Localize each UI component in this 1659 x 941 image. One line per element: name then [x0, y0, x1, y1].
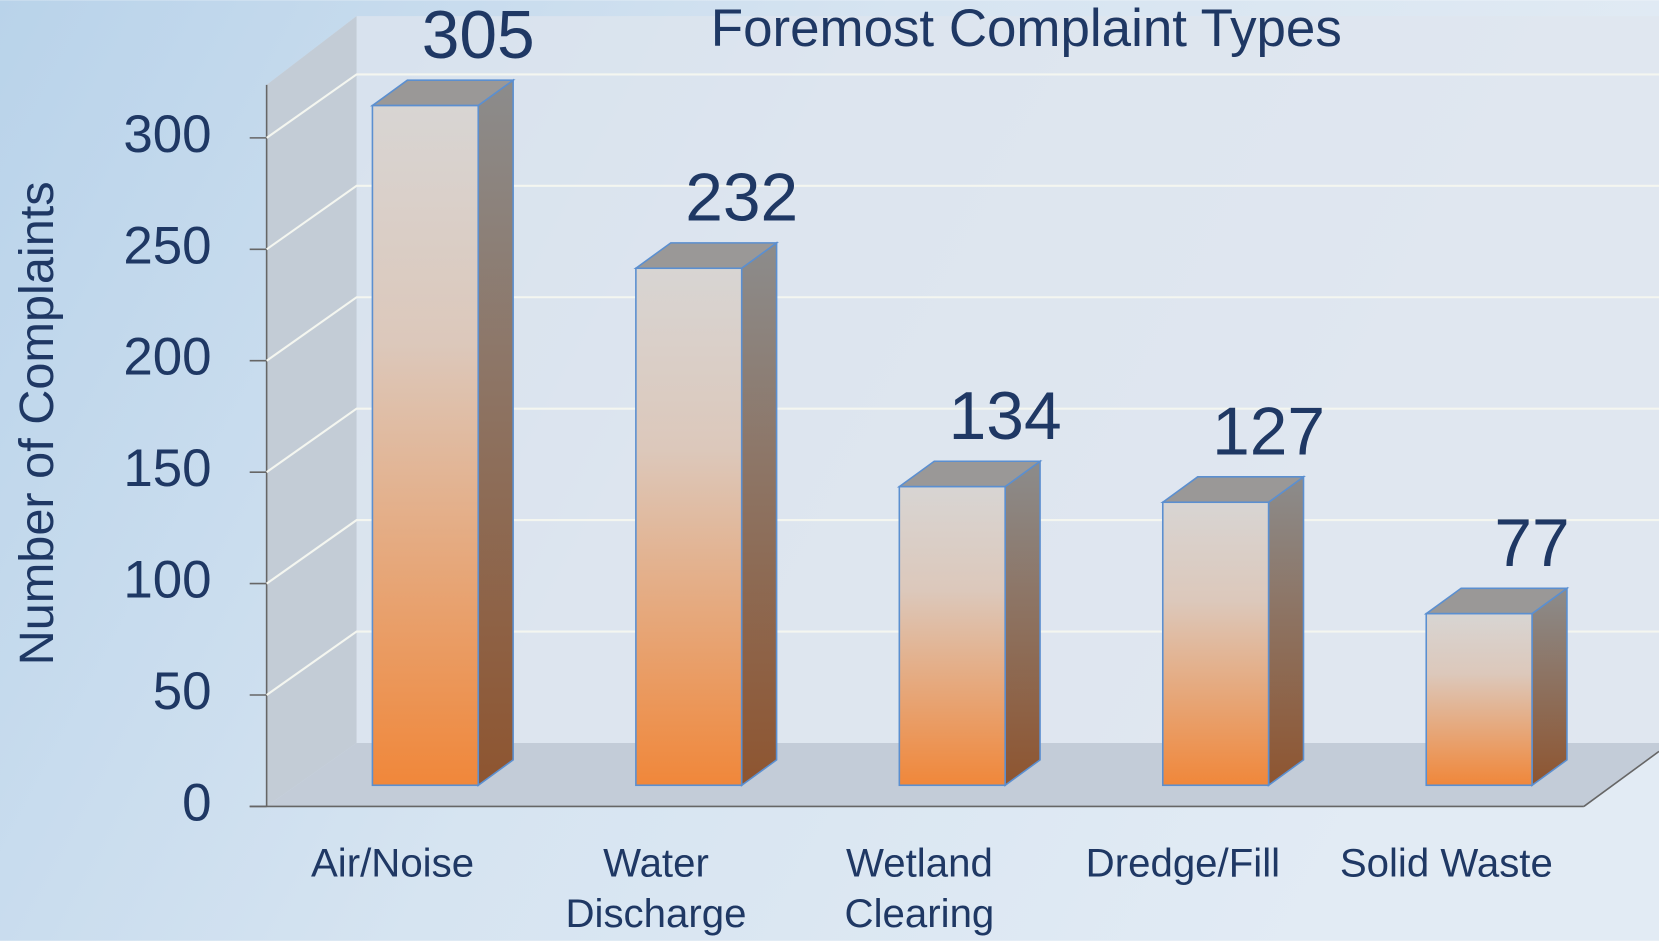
bar	[369, 78, 516, 787]
value-label: 77	[1494, 506, 1569, 581]
x-tick-label-box: Air/Noise	[310, 841, 475, 886]
y-tick-label: 50	[153, 662, 212, 721]
bar-side	[1531, 586, 1568, 787]
x-tick-label-box: Dredge/Fill	[1085, 841, 1281, 886]
bar	[1423, 586, 1570, 787]
back-wall	[266, 16, 1659, 807]
y-tick-label: 150	[123, 439, 211, 498]
bar-front	[1161, 501, 1270, 787]
x-tick-label: Wetland Clearing	[844, 841, 995, 937]
floor-edge	[1583, 750, 1659, 808]
chart-title: Foremost Complaint Types	[711, 0, 1342, 58]
bar-front	[898, 485, 1006, 787]
y-axis-label: Number of Complaints	[10, 181, 64, 665]
bar	[896, 459, 1043, 787]
value-label: 134	[949, 379, 1062, 454]
y-tick-label: 300	[123, 105, 211, 164]
bar-side	[1004, 459, 1041, 787]
bar-front	[371, 104, 480, 787]
y-tick-label: 250	[123, 216, 211, 275]
bar	[633, 241, 780, 787]
value-label: 232	[685, 161, 798, 236]
x-tick-label-box: Solid Waste	[1339, 841, 1553, 886]
bars	[369, 78, 1570, 787]
y-tick-label: 100	[123, 551, 211, 610]
x-tick-label: Water Discharge	[565, 841, 747, 937]
bar-side	[1267, 475, 1305, 787]
x-tick-label-box: Water Discharge	[565, 841, 747, 937]
grid-line	[266, 184, 1659, 251]
y-tick-label: 200	[123, 328, 211, 387]
bar-side	[740, 241, 778, 787]
side-wall	[266, 16, 357, 807]
value-label: 305	[422, 0, 535, 73]
bar-front	[1425, 612, 1533, 787]
bar	[1160, 475, 1306, 787]
value-label: 127	[1212, 395, 1325, 470]
y-tick-label: 0	[182, 773, 211, 832]
x-tick-label: Solid Waste	[1339, 841, 1553, 886]
grid-line	[266, 73, 1659, 139]
x-tick-label-box: Wetland Clearing	[844, 841, 995, 937]
bar-front	[635, 267, 743, 787]
x-tick-label: Air/Noise	[310, 841, 475, 886]
bar-side	[477, 78, 514, 787]
grid-line	[266, 296, 1659, 362]
x-tick-label: Dredge/Fill	[1085, 841, 1281, 886]
grid-line	[266, 407, 1659, 474]
